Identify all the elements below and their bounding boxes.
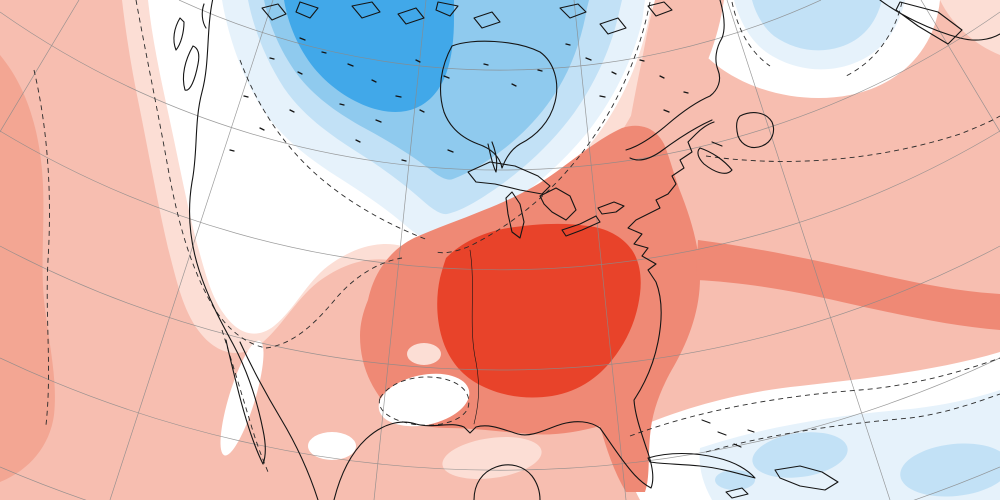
gulf-pale-patch <box>442 437 542 479</box>
dashed-contour <box>221 329 269 473</box>
latitude-arc <box>178 0 822 71</box>
longitude-line <box>0 0 80 133</box>
cold-light-atlantic-patch-2 <box>900 443 1000 497</box>
vancouver-island <box>173 3 207 91</box>
cold-strong-layer <box>284 0 454 112</box>
arctic-islands <box>261 1 673 35</box>
bahamas <box>701 419 755 448</box>
cold-strong-core <box>284 0 454 112</box>
longitude-line <box>109 0 274 500</box>
warm-deep-band-layer <box>0 55 55 482</box>
warm-tongue-layer <box>624 0 724 156</box>
dashed-contour <box>705 115 1000 162</box>
st-lawrence-labrador-coast <box>625 0 725 161</box>
dashed-contour <box>731 1 771 67</box>
warm-strong-layer <box>437 223 641 398</box>
neutral-patch-layer <box>308 373 470 460</box>
latitude-arc <box>0 245 1000 371</box>
greenland-edge <box>879 0 1000 45</box>
great-lakes <box>467 161 625 239</box>
newfoundland <box>736 112 775 149</box>
warm-strong-core <box>437 223 641 398</box>
warm-pale-patch-layer <box>407 343 542 479</box>
left-edge-warm-band <box>0 55 55 482</box>
dashed-contour <box>135 0 267 349</box>
warm-medium-atlantic-band <box>696 240 1000 330</box>
latitude-arc <box>0 357 1000 471</box>
dashed-contour <box>265 257 403 349</box>
gulf-neutral-patch <box>378 373 470 427</box>
cold-light-atlantic-patch-1 <box>752 432 848 478</box>
cold-light-topright-wedge <box>752 0 882 51</box>
small-lakes-speckles <box>229 37 689 162</box>
top-right-pale-corner <box>940 0 1000 55</box>
nova-scotia <box>697 141 733 174</box>
gulf-florida-east-coast <box>333 121 715 500</box>
latitude-arc <box>0 11 1000 171</box>
louisiana-pale-notch <box>407 343 441 365</box>
labrador-warm-tongue <box>624 0 724 156</box>
yucatan <box>473 464 541 500</box>
dashed-contour-layer <box>33 0 1000 473</box>
longitude-line <box>920 0 1000 133</box>
dashed-contour <box>705 393 1000 453</box>
hudson-bay <box>439 40 558 173</box>
mississippi-river <box>469 249 479 425</box>
dashed-contour <box>629 357 1000 437</box>
longitude-line <box>373 0 427 500</box>
longitude-line <box>573 0 627 500</box>
dashed-contour <box>239 59 429 241</box>
cuba <box>647 453 756 479</box>
dashed-contour <box>435 1 651 254</box>
dashed-contour <box>378 376 470 426</box>
dashed-contour <box>33 69 50 426</box>
longitude-line <box>726 0 891 500</box>
coastline-layer <box>173 0 1000 500</box>
latitude-arc <box>0 130 1000 271</box>
mexico-neutral-patch <box>308 432 356 460</box>
hispaniola <box>725 465 839 499</box>
pacific-coast-baja <box>189 0 319 500</box>
